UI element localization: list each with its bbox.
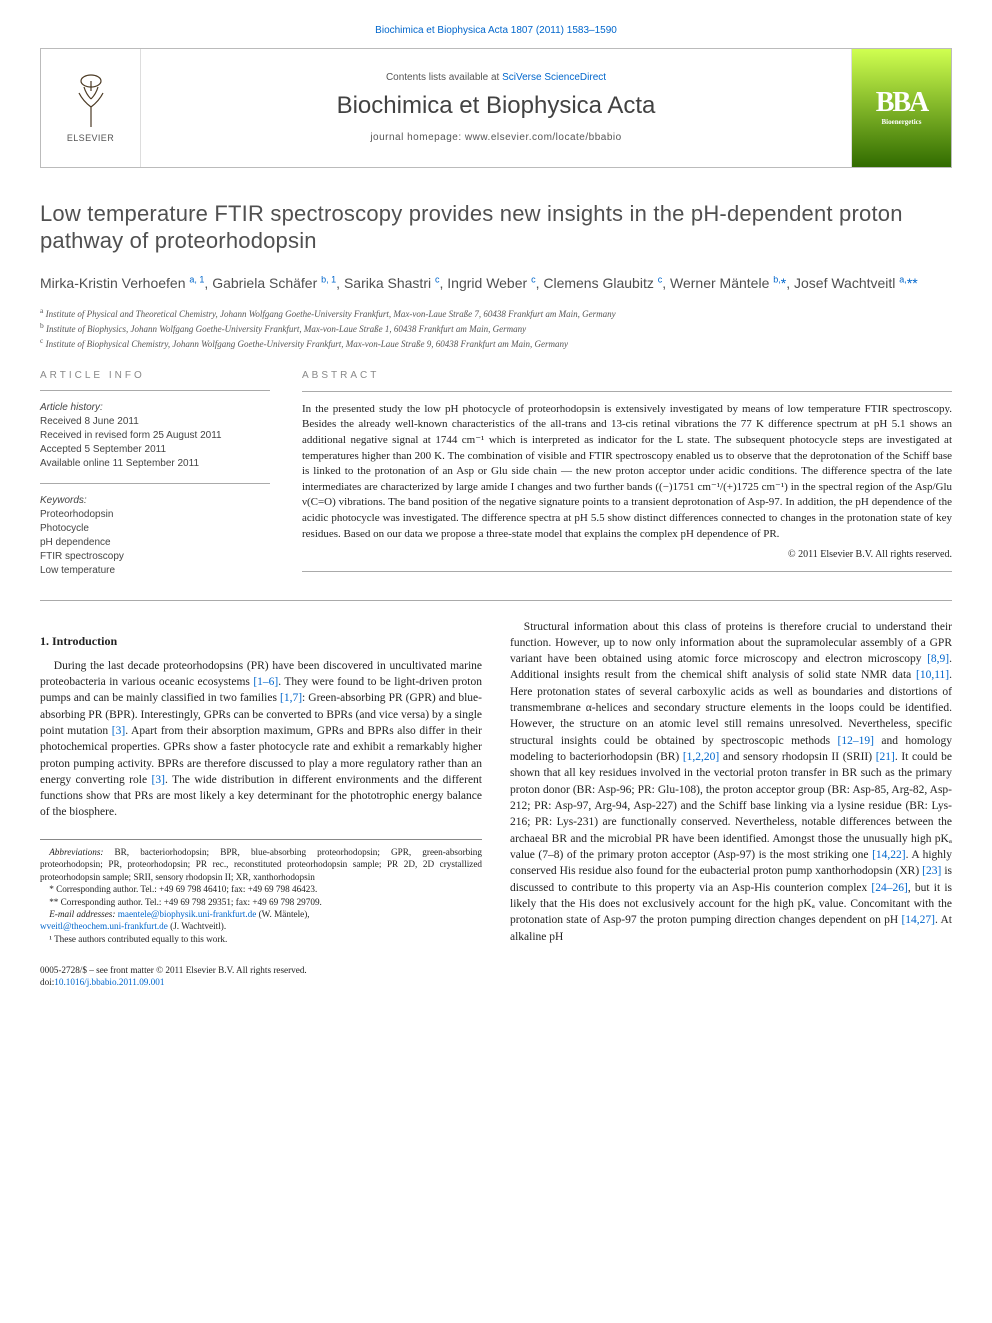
citation-link[interactable]: [21] [876,751,895,763]
abbrev-text: BR, bacteriorhodopsin; BPR, blue-absorbi… [40,847,482,882]
abbrev-label: Abbreviations: [49,847,103,857]
email-who: (W. Mäntele), [256,909,309,919]
journal-name: Biochimica et Biophysica Acta [337,90,656,122]
page-footer: 0005-2728/$ – see front matter © 2011 El… [40,965,952,989]
contents-lists-line: Contents lists available at SciVerse Sci… [386,71,606,85]
abstract-text: In the presented study the low pH photoc… [302,402,952,542]
body-paragraph: During the last decade proteorhodopsins … [40,658,482,821]
bba-logo-text: BBA [876,88,928,119]
elsevier-tree-icon [63,70,119,132]
running-head-citation: Biochimica et Biophysica Acta 1807 (2011… [40,24,952,38]
divider [40,483,270,484]
citation-link[interactable]: [24–26] [871,882,907,894]
citation-link[interactable]: [8,9] [927,653,949,665]
running-head-link[interactable]: Biochimica et Biophysica Acta 1807 (2011… [375,25,617,36]
author-list: Mirka-Kristin Verhoefen a, 1, Gabriela S… [40,273,952,294]
article-body: 1. Introduction During the last decade p… [40,619,952,946]
sciencedirect-link[interactable]: SciVerse ScienceDirect [502,72,606,83]
publisher-logo-box: ELSEVIER [41,49,141,167]
keyword: Low temperature [40,564,270,578]
journal-masthead: ELSEVIER Contents lists available at Sci… [40,48,952,168]
divider [40,390,270,391]
section-heading: 1. Introduction [40,633,482,650]
doi-line: doi:10.1016/j.bbabio.2011.09.001 [40,977,952,989]
citation-link[interactable]: [1–6] [253,676,278,688]
citation-link[interactable]: [3] [152,774,165,786]
corresponding-author: ** Corresponding author. Tel.: +49 69 79… [40,896,482,908]
affiliations: a Institute of Physical and Theoretical … [40,306,952,351]
divider [40,600,952,601]
history-line: Received in revised form 25 August 2011 [40,429,270,443]
keyword: pH dependence [40,536,270,550]
email-label: E-mail addresses: [49,909,118,919]
article-title: Low temperature FTIR spectroscopy provid… [40,200,952,255]
corresponding-author: * Corresponding author. Tel.: +49 69 798… [40,883,482,895]
text-run: Structural information about this class … [510,621,952,666]
citation-link[interactable]: [1,2,20] [683,751,719,763]
history-label: Article history: [40,401,270,415]
journal-homepage: journal homepage: www.elsevier.com/locat… [370,131,621,145]
doi-link[interactable]: 10.1016/j.bbabio.2011.09.001 [54,977,164,987]
citation-link[interactable]: [3] [112,725,125,737]
email-addresses: E-mail addresses: maentele@biophysik.uni… [40,908,482,920]
footnotes: Abbreviations: BR, bacteriorhodopsin; BP… [40,839,482,945]
citation-link[interactable]: [1,7] [280,692,302,704]
bba-logo-sub: Bioenergetics [876,119,928,127]
contents-prefix: Contents lists available at [386,72,502,83]
divider [302,571,952,572]
citation-link[interactable]: [12–19] [838,735,874,747]
article-info-column: ARTICLE INFO Article history: Received 8… [40,369,270,582]
keywords-label: Keywords: [40,494,270,508]
citation-link[interactable]: [14,22] [872,849,906,861]
history-line: Available online 11 September 2011 [40,457,270,471]
article-info-label: ARTICLE INFO [40,369,270,383]
history-line: Accepted 5 September 2011 [40,443,270,457]
doi-label: doi: [40,977,54,987]
history-line: Received 8 June 2011 [40,415,270,429]
abbreviations: Abbreviations: BR, bacteriorhodopsin; BP… [40,846,482,883]
keyword: Photocycle [40,522,270,536]
citation-link[interactable]: [23] [922,865,941,877]
text-run: . It could be shown that all key residue… [510,751,952,861]
front-matter-line: 0005-2728/$ – see front matter © 2011 El… [40,965,952,977]
masthead-center: Contents lists available at SciVerse Sci… [141,49,851,167]
body-paragraph: Structural information about this class … [510,619,952,946]
citation-link[interactable]: [14,27] [901,914,935,926]
article-history: Article history: Received 8 June 2011 Re… [40,401,270,471]
abstract-column: ABSTRACT In the presented study the low … [302,369,952,582]
email-addresses: wveitl@theochem.uni-frankfurt.de (J. Wac… [40,920,482,932]
bba-logo: BBA Bioenergetics [872,84,932,130]
equal-contribution-note: ¹ These authors contributed equally to t… [40,933,482,945]
text-run: and sensory rhodopsin II (SRII) [719,751,875,763]
bba-cover-box: BBA Bioenergetics [851,49,951,167]
divider [302,391,952,392]
keywords: Keywords: Proteorhodopsin Photocycle pH … [40,494,270,578]
publisher-label: ELSEVIER [67,132,114,144]
email-link[interactable]: wveitl@theochem.uni-frankfurt.de [40,921,168,931]
abstract-copyright: © 2011 Elsevier B.V. All rights reserved… [302,548,952,562]
email-link[interactable]: maentele@biophysik.uni-frankfurt.de [118,909,257,919]
keyword: FTIR spectroscopy [40,550,270,564]
citation-link[interactable]: [10,11] [916,669,949,681]
abstract-label: ABSTRACT [302,369,952,383]
keyword: Proteorhodopsin [40,508,270,522]
email-who: (J. Wachtveitl). [168,921,226,931]
